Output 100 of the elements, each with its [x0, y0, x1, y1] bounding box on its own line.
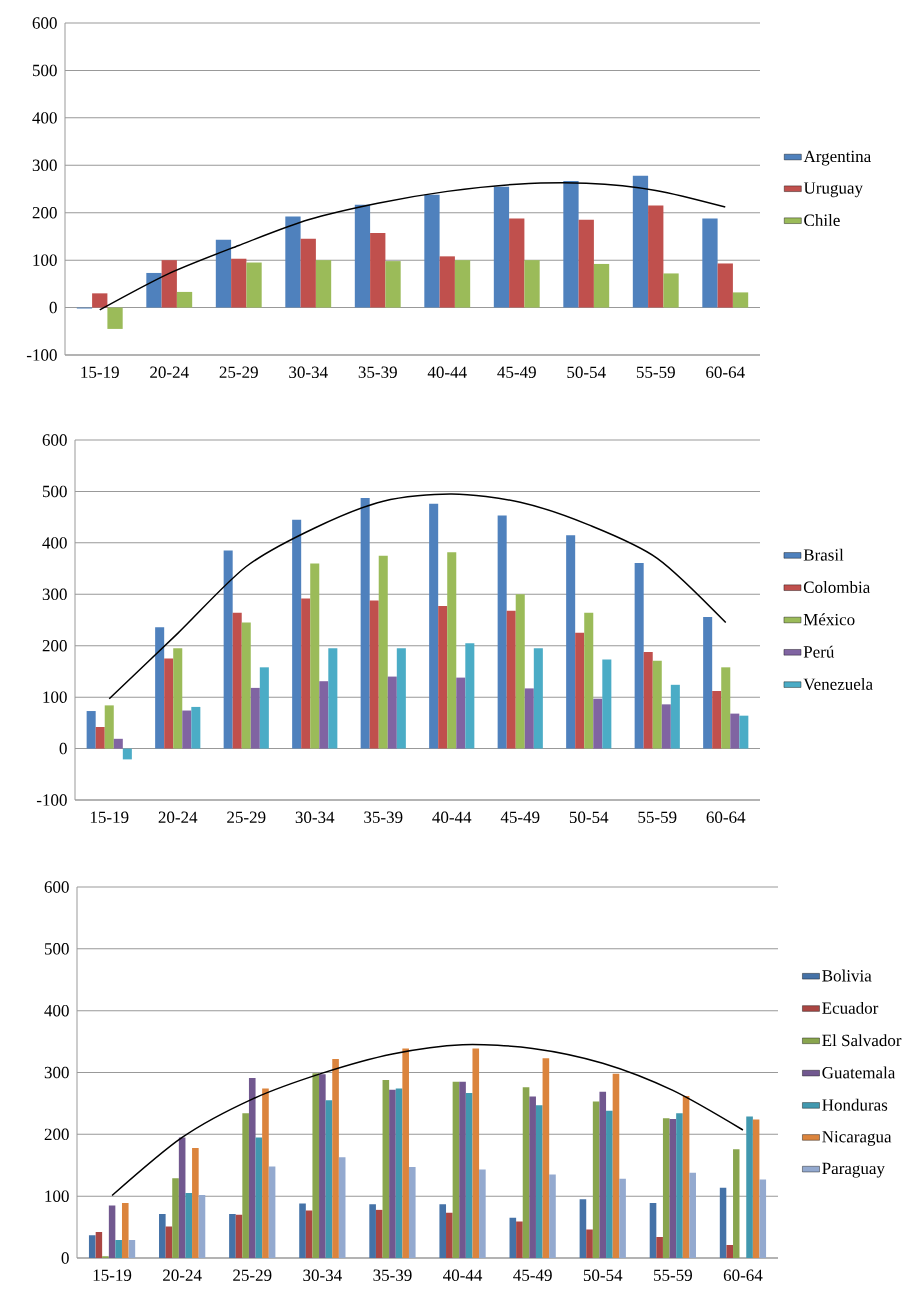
bar — [223, 550, 233, 749]
bar — [378, 555, 388, 749]
bar — [726, 1245, 734, 1259]
x-tick-label: 25-29 — [233, 1269, 272, 1281]
bar — [319, 681, 329, 749]
bar — [107, 307, 123, 329]
bar — [682, 1096, 690, 1259]
legend-label: Uruguay — [803, 182, 863, 198]
legend-label: Guatemala — [822, 1066, 896, 1079]
bar — [325, 1100, 333, 1259]
x-tick-label: 60-64 — [706, 811, 746, 824]
bar — [215, 239, 232, 308]
y-tick-label: 100 — [43, 691, 67, 703]
x-tick-label: 20-24 — [150, 366, 189, 379]
bar — [733, 1149, 740, 1259]
bar — [593, 263, 610, 308]
legend-label: Colombia — [803, 581, 871, 594]
bar — [459, 1081, 466, 1259]
x-tick-label: 20-24 — [158, 811, 198, 824]
bar — [165, 1226, 173, 1259]
bar — [524, 260, 540, 308]
bar — [759, 1179, 767, 1259]
bar — [424, 194, 440, 308]
bar — [493, 186, 510, 308]
x-tick-label: 50-54 — [567, 366, 606, 379]
bar — [191, 706, 201, 749]
y-tick-label: 0 — [59, 742, 67, 755]
bar — [575, 632, 585, 749]
bar — [703, 616, 713, 749]
bar — [439, 1204, 447, 1259]
bar — [599, 1091, 607, 1259]
legend-label: Venezuela — [803, 677, 873, 691]
bar — [113, 738, 123, 749]
bar — [396, 648, 406, 749]
bar — [232, 612, 242, 749]
bar — [172, 1178, 179, 1259]
x-tick-label: 30-34 — [303, 1269, 342, 1282]
x-tick-label: 60-64 — [706, 366, 745, 379]
bar — [566, 535, 576, 749]
bar — [454, 260, 471, 308]
bar — [146, 272, 162, 308]
line-series — [111, 1043, 744, 1197]
y-tick-label: -100 — [36, 794, 67, 806]
bar — [465, 1092, 473, 1259]
bar — [719, 1187, 727, 1259]
x-tick-label: 25-29 — [227, 811, 266, 823]
bar — [515, 594, 525, 749]
bar — [95, 726, 105, 749]
x-tick-label: 55-59 — [638, 811, 677, 823]
bar — [246, 262, 262, 308]
bar — [250, 687, 260, 749]
legend-label: Honduras — [822, 1098, 888, 1111]
bar — [159, 1214, 166, 1259]
legend-label: Nicaragua — [822, 1131, 892, 1146]
y-tick-label: 400 — [32, 112, 57, 124]
bar — [328, 648, 338, 749]
legend-label: Ecuador — [822, 1001, 879, 1014]
bar — [387, 676, 397, 749]
bar — [509, 1217, 517, 1259]
x-tick-label: 20-24 — [163, 1269, 202, 1282]
y-tick-label: -100 — [26, 349, 57, 361]
x-tick-label: 30-34 — [289, 366, 328, 379]
bar — [121, 1202, 129, 1259]
bar — [385, 261, 401, 308]
legend-label: Bolivia — [822, 969, 872, 982]
bar — [369, 1204, 376, 1259]
bar — [370, 233, 386, 308]
bar — [447, 552, 457, 749]
bar — [315, 260, 332, 308]
legend-label: Perú — [803, 645, 835, 658]
bar — [634, 562, 644, 749]
y-tick-label: 0 — [61, 1252, 69, 1264]
x-tick-label: 50-54 — [583, 1269, 623, 1282]
x-tick-label: 15-19 — [93, 1269, 132, 1281]
y-tick-label: 500 — [42, 485, 67, 498]
x-tick-label: 25-29 — [219, 366, 258, 378]
bar — [612, 1073, 620, 1259]
bar — [497, 515, 507, 749]
bar — [542, 1058, 550, 1259]
bar — [235, 1214, 243, 1259]
bar — [231, 258, 247, 308]
bar — [262, 1088, 269, 1259]
y-tick-label: 400 — [42, 537, 67, 549]
bar — [360, 498, 370, 749]
bar — [456, 677, 466, 749]
bar — [529, 1096, 536, 1259]
y-tick-label: 400 — [44, 1004, 69, 1017]
bar — [670, 684, 680, 749]
bar — [439, 256, 455, 308]
y-tick-label: 600 — [44, 881, 69, 893]
legend-label: Brasil — [803, 548, 844, 561]
bar — [746, 1116, 753, 1259]
bar — [241, 622, 251, 749]
x-tick-label: 15-19 — [90, 811, 129, 823]
bar — [702, 218, 718, 308]
bar — [593, 698, 603, 749]
bar — [192, 1147, 199, 1259]
bar — [122, 748, 132, 760]
bar — [299, 1203, 306, 1259]
line-series — [99, 182, 726, 311]
